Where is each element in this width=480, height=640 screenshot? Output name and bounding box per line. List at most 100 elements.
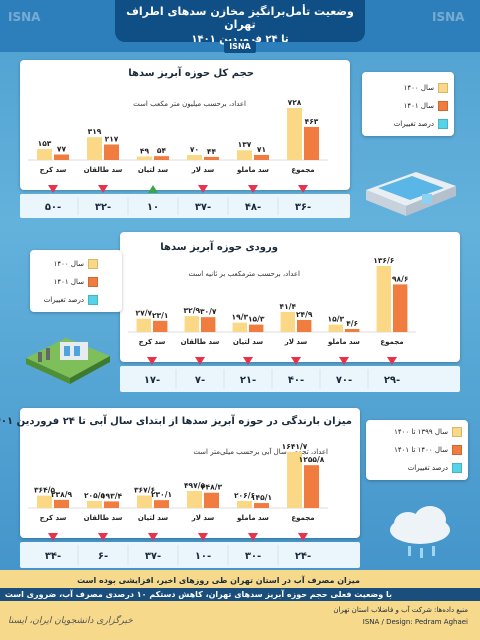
arrow-down-icon: [48, 533, 58, 541]
change-value: ۳۴-: [45, 551, 61, 562]
bar-value-label: ۱۲۵۵/۸: [299, 455, 325, 464]
bar-value-label: ۴/۶: [346, 319, 358, 328]
category-label: مجموع: [291, 166, 314, 174]
panel-title: حجم کل حوزه آبریز سدها: [128, 68, 254, 79]
footer-line-1: میزان مصرف آب در استان تهران طی روزهای ا…: [77, 576, 360, 585]
bar-current: [104, 501, 119, 508]
bar-value-label: ۲۰۵/۵: [84, 491, 105, 500]
bar-current: [204, 492, 219, 508]
arrow-down-icon: [195, 357, 205, 365]
footer-signature: خبرگزاری دانشجویان ایران، ایسنا: [8, 616, 133, 626]
bar-previous: [87, 137, 102, 160]
category-label: سد لار: [191, 166, 215, 174]
panel-subtitle: اعداد، برحسب مترمکعب بر ثانیه است: [188, 270, 300, 278]
bar-value-label: ۲۳/۱: [152, 311, 168, 320]
category-label: سد ماملو: [327, 338, 360, 346]
footer-credit: ISNA / Design: Pedram Aghaei: [362, 618, 468, 626]
legend-swatch: [452, 462, 462, 473]
bar-current: [153, 320, 168, 332]
change-value: ۱۰: [147, 202, 159, 213]
legend-label: سال ۱۳۹۹ تا ۱۴۰۰: [394, 427, 448, 436]
legend-item-change: درصد تغییرات: [394, 118, 448, 129]
bar-previous: [237, 150, 252, 160]
category-label: سد کرج: [40, 514, 67, 522]
bar-previous: [136, 318, 151, 332]
change-value: ۲۹-: [384, 375, 400, 386]
bar-value-label: ۲۷/۷: [136, 309, 153, 318]
bar-current: [201, 317, 216, 332]
panel-title: میزان بارندگی در حوزه آبریز سدها از ابتد…: [0, 416, 352, 427]
category-label: سد ماملو: [236, 514, 269, 522]
watermark-right: ISNA: [432, 10, 465, 24]
category-label: سد کرج: [139, 338, 166, 346]
bar-previous: [287, 108, 302, 160]
change-value: ۲۱-: [240, 375, 256, 386]
arrow-down-icon: [298, 533, 308, 541]
arrow-down-icon: [243, 357, 253, 365]
change-value: ۵۰-: [45, 202, 61, 213]
legend-item-0001: سال ۱۴۰۰ تا ۱۴۰۱: [394, 444, 462, 455]
change-value: ۷۰-: [336, 375, 352, 386]
arrow-down-icon: [148, 533, 158, 541]
bar-value-label: ۱۳۷: [238, 140, 252, 149]
change-row: [20, 542, 360, 568]
bar-value-label: ۴۹۷/۵: [184, 481, 205, 490]
legend-item-change: درصد تغییرات: [44, 294, 98, 305]
bar-value-label: ۲۴/۹: [296, 310, 313, 319]
bar-current: [104, 144, 119, 160]
change-value: ۲۴-: [295, 551, 311, 562]
bar-previous: [187, 491, 202, 508]
bar-previous: [328, 324, 343, 332]
panel-subtitle: اعداد، تجمعی سال آبی برحسب میلی‌متر است: [193, 448, 328, 456]
change-value: ۴۰-: [288, 375, 304, 386]
legend-label: درصد تغییرات: [393, 119, 434, 128]
bar-value-label: ۴۴: [207, 147, 217, 156]
legend-label: سال ۱۴۰۰ تا ۱۴۰۱: [394, 445, 448, 454]
arrow-down-icon: [339, 357, 349, 365]
bar-current: [249, 324, 264, 332]
arrow-down-icon: [98, 533, 108, 541]
footer: [0, 570, 480, 640]
category-label: سد لار: [284, 338, 308, 346]
category-label: سد طالقان: [84, 166, 123, 174]
footer-highlight-bar: [0, 588, 480, 601]
bar-current: [345, 329, 360, 332]
bar-previous: [184, 316, 199, 332]
bar-current: [204, 156, 219, 160]
legend-swatch: [438, 100, 448, 111]
bar-value-label: ۳۶۴/۵: [34, 486, 55, 495]
bar-value-label: ۷۲۸: [288, 98, 302, 107]
legend-item-1400: سال ۱۴۰۰: [404, 82, 448, 93]
bar-value-label: ۱۳۶/۶: [373, 256, 394, 265]
panel-subtitle: اعداد، برحسب میلیون متر مکعب است: [133, 100, 246, 108]
bar-value-label: ۱۶۴۱/۷: [282, 442, 308, 451]
category-label: سد کرج: [40, 166, 67, 174]
panel-title: ورودی حوزه آبریز سدها: [160, 242, 278, 253]
footer-line-2: با وضعیت فعلی حجم حوزه آبریز سدهای تهران…: [4, 590, 392, 599]
bar-value-label: ۴۱/۴: [280, 302, 297, 311]
bar-value-label: ۳۱۹: [88, 127, 102, 136]
arrow-down-icon: [48, 185, 58, 193]
bar-previous: [280, 311, 295, 332]
bar-value-label: ۳۲/۹: [184, 306, 201, 315]
bar-value-label: ۱۵/۳: [328, 315, 345, 324]
category-label: سد ماملو: [236, 166, 269, 174]
legend-item-1401: سال ۱۴۰۱: [404, 100, 448, 111]
change-row: [20, 194, 350, 218]
bar-previous: [37, 495, 52, 508]
change-value: ۳۷-: [195, 202, 211, 213]
legend-swatch: [452, 444, 462, 455]
category-label: سد طالقان: [84, 514, 123, 522]
category-label: سد لتیان: [138, 514, 168, 522]
bar-value-label: ۴۶۳: [305, 117, 319, 126]
legend-swatch: [88, 258, 98, 269]
page-subtitle: تا ۲۴ فروردین ۱۴۰۱: [191, 34, 289, 45]
legend-item-9900: سال ۱۳۹۹ تا ۱۴۰۰: [394, 426, 462, 437]
legend-panel-3: سال ۱۳۹۹ تا ۱۴۰۰ سال ۱۴۰۰ تا ۱۴۰۱ درصد ت…: [366, 420, 468, 480]
category-label: سد لتیان: [138, 166, 168, 174]
legend-item-1400: سال ۱۴۰۰: [54, 258, 98, 269]
bar-value-label: ۱۵/۳: [248, 315, 265, 324]
bar-previous: [137, 156, 152, 160]
change-value: ۳۲-: [95, 202, 111, 213]
bar-previous: [87, 500, 102, 508]
